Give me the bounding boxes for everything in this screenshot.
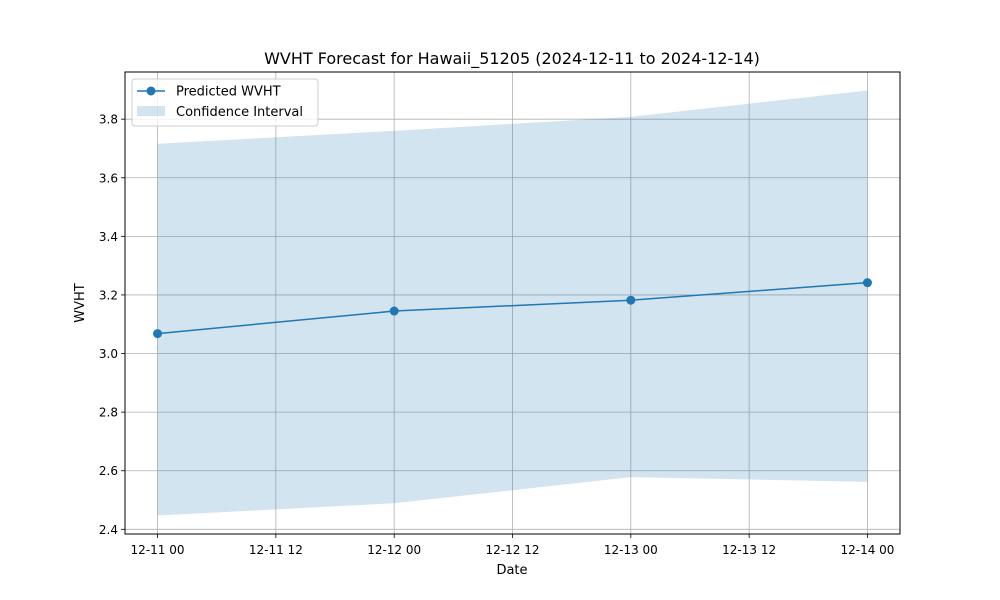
data-point: [153, 329, 163, 339]
chart-title: WVHT Forecast for Hawaii_51205 (2024-12-…: [264, 49, 760, 69]
x-tick-label: 12-12 12: [486, 543, 540, 557]
x-tick-label: 12-12 00: [367, 543, 421, 557]
series-line: [157, 281, 868, 335]
x-tick-label: 12-13 12: [722, 543, 776, 557]
legend-label-confidence: Confidence Interval: [176, 105, 303, 120]
y-tick-label: 2.6: [99, 464, 118, 478]
y-axis-ticks: 2.4 2.6 2.8 3.0 3.2 3.4 3.6 3.8: [99, 113, 125, 537]
data-point: [862, 278, 872, 288]
y-tick-label: 3.2: [99, 288, 118, 302]
confidence-band-layer: [157, 90, 868, 516]
y-tick-label: 3.0: [99, 347, 118, 361]
x-tick-label: 12-11 00: [131, 543, 185, 557]
data-point: [389, 306, 399, 316]
legend-band-swatch: [137, 106, 165, 116]
legend-marker-swatch: [146, 86, 156, 96]
y-axis-label: WVHT: [73, 283, 88, 323]
legend: Predicted WVHT Confidence Interval: [131, 78, 319, 127]
x-tick-label: 12-11 12: [249, 543, 303, 557]
data-point: [626, 295, 636, 305]
x-axis-label: Date: [496, 563, 527, 578]
y-tick-label: 3.6: [99, 171, 118, 185]
legend-frame: [131, 78, 319, 127]
x-axis-ticks: 12-11 00 12-11 12 12-12 00 12-12 12 12-13 00…: [131, 534, 894, 557]
x-tick-label: 12-13 00: [604, 543, 658, 557]
y-tick-label: 3.8: [99, 113, 118, 127]
series-layer: [153, 278, 872, 339]
y-tick-label: 2.4: [99, 523, 118, 537]
y-tick-label: 2.8: [99, 406, 118, 420]
legend-label-predicted: Predicted WVHT: [176, 85, 281, 100]
confidence-band: [157, 90, 868, 516]
y-tick-label: 3.4: [99, 230, 118, 244]
x-tick-label: 12-14 00: [840, 543, 894, 557]
